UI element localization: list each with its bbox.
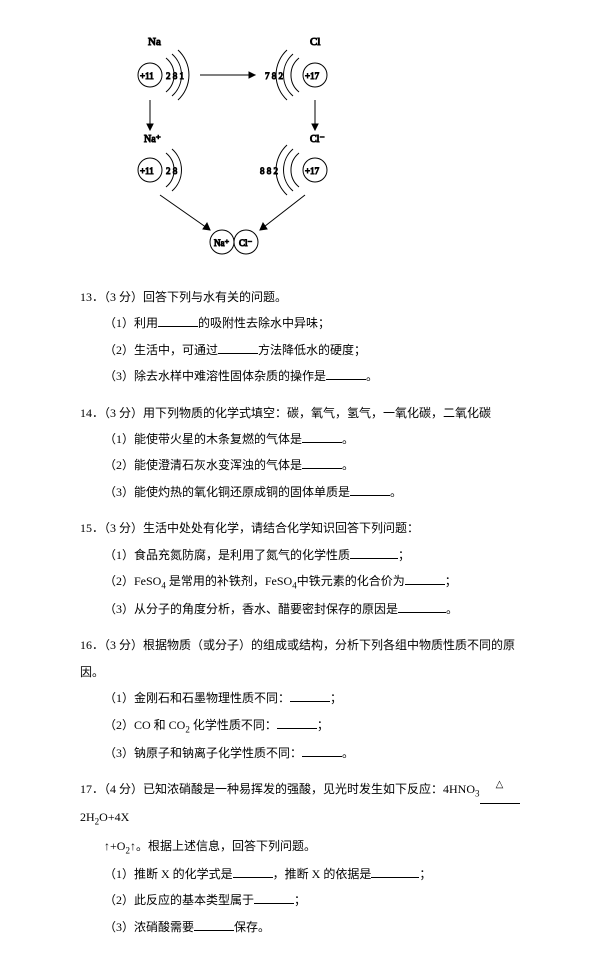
svg-text:Na⁺: Na⁺ (214, 238, 229, 248)
svg-text:Cl⁻: Cl⁻ (239, 238, 253, 248)
q16-header: 16．（3 分）根据物质（或分子）的组成或结构，分析下列各组中物质性质不同的原因… (80, 632, 535, 685)
blank (350, 544, 398, 559)
q15-header: 15．（3 分）生活中处处有化学，请结合化学知识回答下列问题： (80, 515, 535, 541)
question-17: 17．（4 分）已知浓硝酸是一种易挥发的强酸，见光时发生如下反应：4HNO3△2… (80, 776, 535, 940)
blank (158, 312, 198, 327)
q17-sub2: （2）此反应的基本类型属于； (104, 887, 535, 913)
atom-diagram: Na +11 2 8 1 Cl +17 7 8 2 Na⁺ +11 2 8 Cl… (100, 30, 535, 264)
blank (302, 428, 342, 443)
blank (277, 714, 317, 729)
question-15: 15．（3 分）生活中处处有化学，请结合化学知识回答下列问题： （1）食品充氮防… (80, 515, 535, 622)
question-13: 13．（3 分）回答下列与水有关的问题。 （1）利用的吸附性去除水中异味； （2… (80, 284, 535, 390)
svg-text:+17: +17 (305, 166, 320, 176)
svg-text:7 8 2: 7 8 2 (265, 71, 283, 81)
svg-text:2 8: 2 8 (166, 166, 178, 176)
blank (194, 916, 234, 931)
blank (405, 570, 445, 585)
q17-line2: ↑+O2↑。根据上述信息，回答下列问题。 (104, 833, 535, 861)
q14-sub3: （3）能使灼热的氧化铜还原成铜的固体单质是。 (104, 479, 535, 505)
blank (302, 454, 342, 469)
blank (350, 481, 390, 496)
blank (371, 863, 419, 878)
q14-header: 14．（3 分）用下列物质的化学式填空：碳，氧气，氢气，一氧化碳，二氧化碳 (80, 400, 535, 426)
q13-header: 13．（3 分）回答下列与水有关的问题。 (80, 284, 535, 310)
q16-sub1: （1）金刚石和石墨物理性质不同：； (104, 685, 535, 711)
blank (218, 339, 258, 354)
blank (233, 863, 273, 878)
svg-text:Cl⁻: Cl⁻ (310, 134, 325, 145)
q13-sub2: （2）生活中，可通过方法降低水的硬度； (104, 337, 535, 363)
q15-sub1: （1）食品充氮防腐，是利用了氮气的化学性质； (104, 542, 535, 568)
q16-sub3: （3）钠原子和钠离子化学性质不同：。 (104, 740, 535, 766)
q14-sub2: （2）能使澄清石灰水变浑浊的气体是。 (104, 452, 535, 478)
q14-sub1: （1）能使带火星的木条复燃的气体是。 (104, 426, 535, 452)
svg-text:8 8 2: 8 8 2 (260, 166, 278, 176)
q17-sub3: （3）浓硝酸需要保存。 (104, 914, 535, 940)
question-14: 14．（3 分）用下列物质的化学式填空：碳，氧气，氢气，一氧化碳，二氧化碳 （1… (80, 400, 535, 506)
q17-header: 17．（4 分）已知浓硝酸是一种易挥发的强酸，见光时发生如下反应：4HNO3△2… (80, 776, 535, 832)
blank (290, 687, 330, 702)
blank (398, 598, 446, 613)
svg-text:+11: +11 (140, 71, 154, 81)
svg-text:+17: +17 (305, 71, 320, 81)
svg-text:2 8 1: 2 8 1 (166, 71, 184, 81)
na-label: Na (148, 36, 161, 48)
q17-sub1: （1）推断 X 的化学式是，推断 X 的依据是； (104, 861, 535, 887)
question-16: 16．（3 分）根据物质（或分子）的组成或结构，分析下列各组中物质性质不同的原因… (80, 632, 535, 766)
svg-text:+11: +11 (140, 166, 154, 176)
svg-text:Cl: Cl (310, 36, 320, 48)
blank (326, 365, 366, 380)
q16-sub2: （2）CO 和 CO2 化学性质不同：； (104, 712, 535, 740)
triangle-icon: △ (496, 774, 504, 796)
q13-sub3: （3）除去水样中难溶性固体杂质的操作是。 (104, 363, 535, 389)
q13-sub1: （1）利用的吸附性去除水中异味； (104, 310, 535, 336)
q15-sub2: （2）FeSO4 是常用的补铁剂，FeSO4中铁元素的化合价为； (104, 568, 535, 596)
blank (302, 742, 342, 757)
blank (254, 889, 294, 904)
svg-text:Na⁺: Na⁺ (144, 134, 161, 145)
q15-sub3: （3）从分子的角度分析，香水、醋要密封保存的原因是。 (104, 596, 535, 622)
